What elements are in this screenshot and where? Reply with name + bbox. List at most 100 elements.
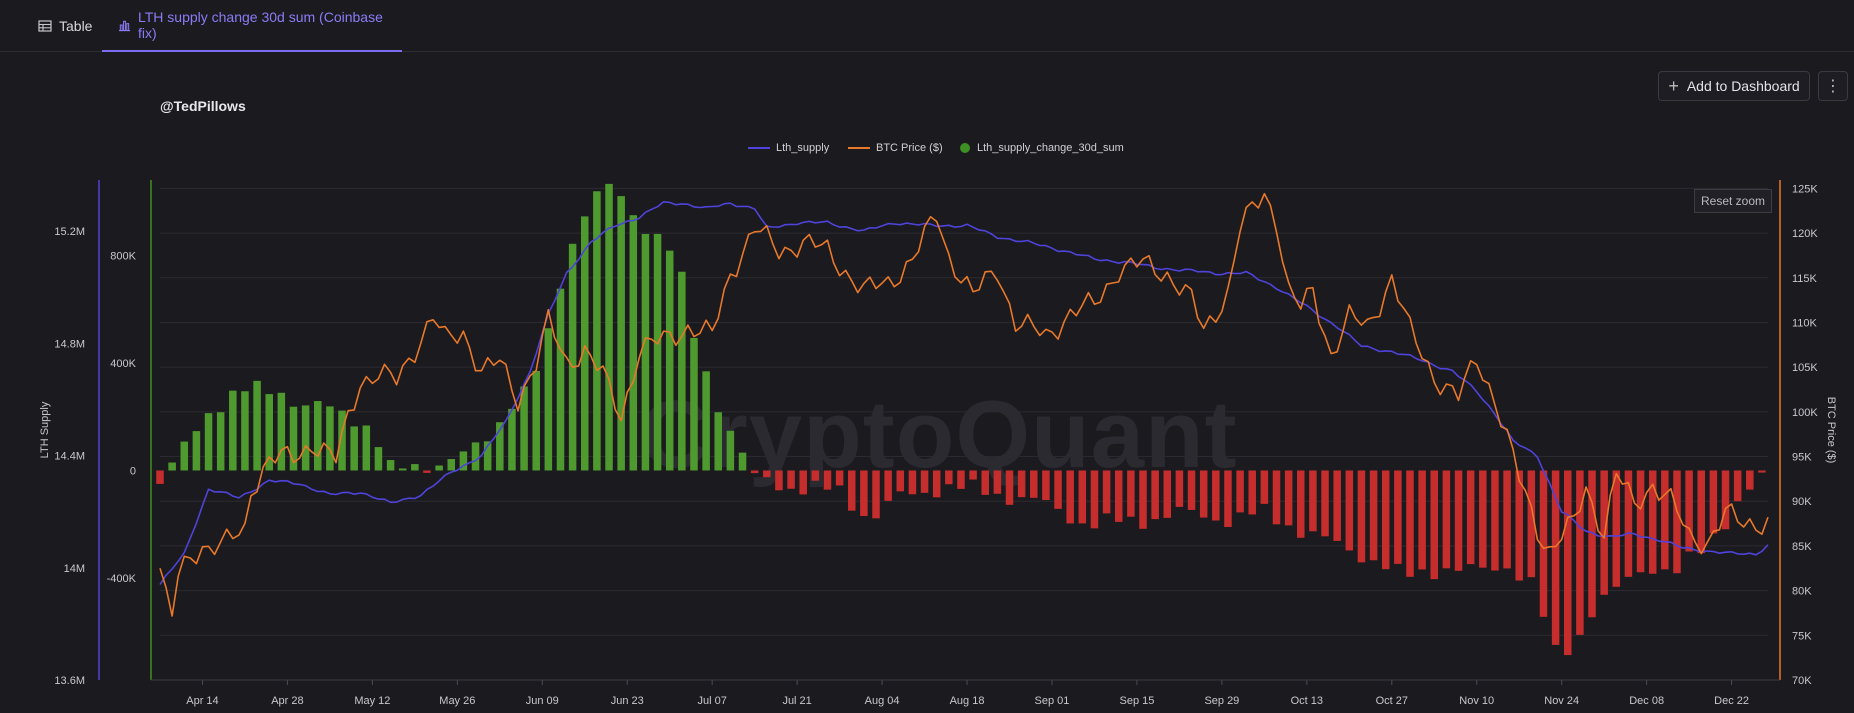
bar-lth-change (1114, 470, 1123, 522)
tab-table-label: Table (59, 18, 93, 34)
tab-bar: Table LTH supply change 30d sum (Coinbas… (0, 0, 1854, 52)
legend-line-lth-supply (748, 147, 770, 149)
bar-lth-change (1175, 470, 1184, 507)
bar-lth-change (1030, 470, 1038, 498)
bar-lth-change (1151, 470, 1159, 520)
bar-lth-change (1309, 470, 1317, 532)
bar-lth-change (1199, 470, 1208, 518)
bar-lth-change (714, 412, 723, 471)
bar-lth-change (957, 470, 965, 489)
line-btc-price (159, 192, 1769, 617)
tab-table[interactable]: Table (38, 0, 92, 52)
tick-label-change: -400K (107, 573, 137, 585)
grid-lines (160, 187, 1768, 681)
bar-lth-change (1260, 470, 1269, 504)
bar-lth-change (1758, 470, 1766, 473)
more-options-button[interactable]: ⋮ (1818, 71, 1848, 101)
bar-lth-change (1369, 470, 1378, 561)
bar-lth-change (593, 191, 601, 471)
bar-lth-change (750, 470, 759, 474)
bar-lth-change (204, 413, 213, 471)
tick-label-x: Nov 24 (1544, 695, 1579, 707)
bar-lth-change (216, 412, 225, 471)
bar-lth-change (326, 406, 334, 471)
bar-lth-change (1139, 470, 1147, 529)
tick-label-x: Jun 09 (526, 695, 559, 707)
tab-chart[interactable]: LTH supply change 30d sum (Coinbase fix) (102, 0, 402, 52)
bar-lth-change (1454, 470, 1463, 571)
reset-zoom-button[interactable]: Reset zoom (1694, 189, 1772, 213)
tick-label-change: 400K (110, 358, 136, 370)
line-lth-supply (159, 201, 1769, 586)
bar-lth-change (386, 460, 395, 471)
tick-label-x: Apr 28 (271, 695, 303, 707)
legend-item-btc-price[interactable]: BTC Price ($) (848, 142, 943, 154)
bar-lth-change (678, 271, 686, 471)
bar-lth-change (1066, 470, 1074, 524)
bar-lth-change (1284, 470, 1293, 526)
bar-lth-change (1406, 470, 1414, 577)
tick-label-supply: 14.8M (54, 338, 85, 350)
legend-item-lth-supply[interactable]: Lth_supply (748, 142, 829, 154)
bar-lth-change (1709, 470, 1718, 534)
bar-lth-change (799, 470, 807, 495)
bar-lth-change (1224, 470, 1232, 527)
bar-chart-icon (118, 20, 131, 32)
bar-lth-change (1721, 470, 1730, 530)
bar-lth-change (374, 447, 383, 471)
bar-lth-change (508, 408, 516, 471)
legend-label: BTC Price ($) (876, 142, 943, 154)
bar-lth-change (471, 442, 480, 471)
tick-label-x: Nov 10 (1459, 695, 1494, 707)
bar-lth-change (1163, 470, 1172, 518)
chart-legend: Lth_supply BTC Price ($) Lth_supply_chan… (0, 142, 1854, 158)
bar-lth-change (556, 288, 565, 471)
bar-lth-change (1624, 470, 1633, 577)
bar-lth-change (1333, 470, 1341, 541)
bar-lth-change (544, 328, 553, 471)
bar-lth-change (1746, 470, 1754, 490)
tick-label-supply: 14.4M (54, 451, 85, 463)
tick-label-x: Apr 14 (186, 695, 218, 707)
line-series (159, 192, 1769, 617)
tick-label-x: Aug 04 (865, 695, 900, 707)
add-to-dashboard-button[interactable]: + Add to Dashboard (1658, 71, 1810, 101)
bar-lth-change (1515, 470, 1523, 581)
bar-lth-change (580, 216, 589, 471)
bar-lth-change (811, 470, 820, 481)
tick-label-price: 100K (1792, 407, 1818, 419)
plus-icon: + (1668, 76, 1679, 96)
bar-lth-change (1381, 470, 1390, 570)
bar-lth-change (1321, 470, 1329, 537)
bar-lth-change (1503, 470, 1511, 569)
bar-lth-change (1212, 470, 1220, 521)
tick-label-price: 75K (1792, 630, 1812, 642)
bar-lth-change (459, 451, 468, 471)
bar-lth-change (872, 470, 880, 519)
bar-lth-change (908, 470, 917, 495)
bar-lth-change (496, 422, 504, 471)
tick-label-x: Jun 23 (611, 695, 644, 707)
bar-lth-change (1418, 470, 1426, 570)
bar-lth-change (350, 426, 358, 471)
bar-lth-change (1272, 470, 1281, 525)
bar-lth-change (629, 215, 638, 471)
bar-lth-change (763, 470, 771, 478)
bar-lth-change (920, 470, 929, 493)
bar-lth-change (277, 392, 286, 471)
bar-lth-change (823, 470, 832, 490)
legend-item-lth-change[interactable]: Lth_supply_change_30d_sum (960, 142, 1124, 154)
bar-lth-change (775, 470, 783, 491)
bar-lth-change (981, 470, 989, 495)
tick-label-price: 90K (1792, 496, 1812, 508)
bar-lth-change (690, 337, 698, 471)
bar-lth-change (520, 386, 528, 471)
bar-lth-change (1539, 470, 1548, 617)
bar-lth-change (1551, 470, 1560, 645)
bar-lth-change (398, 468, 407, 471)
tick-label-price: 80K (1792, 586, 1812, 598)
tick-label-supply: 14M (64, 563, 85, 575)
bar-lth-change (362, 425, 371, 471)
bar-lth-change (1442, 470, 1451, 569)
